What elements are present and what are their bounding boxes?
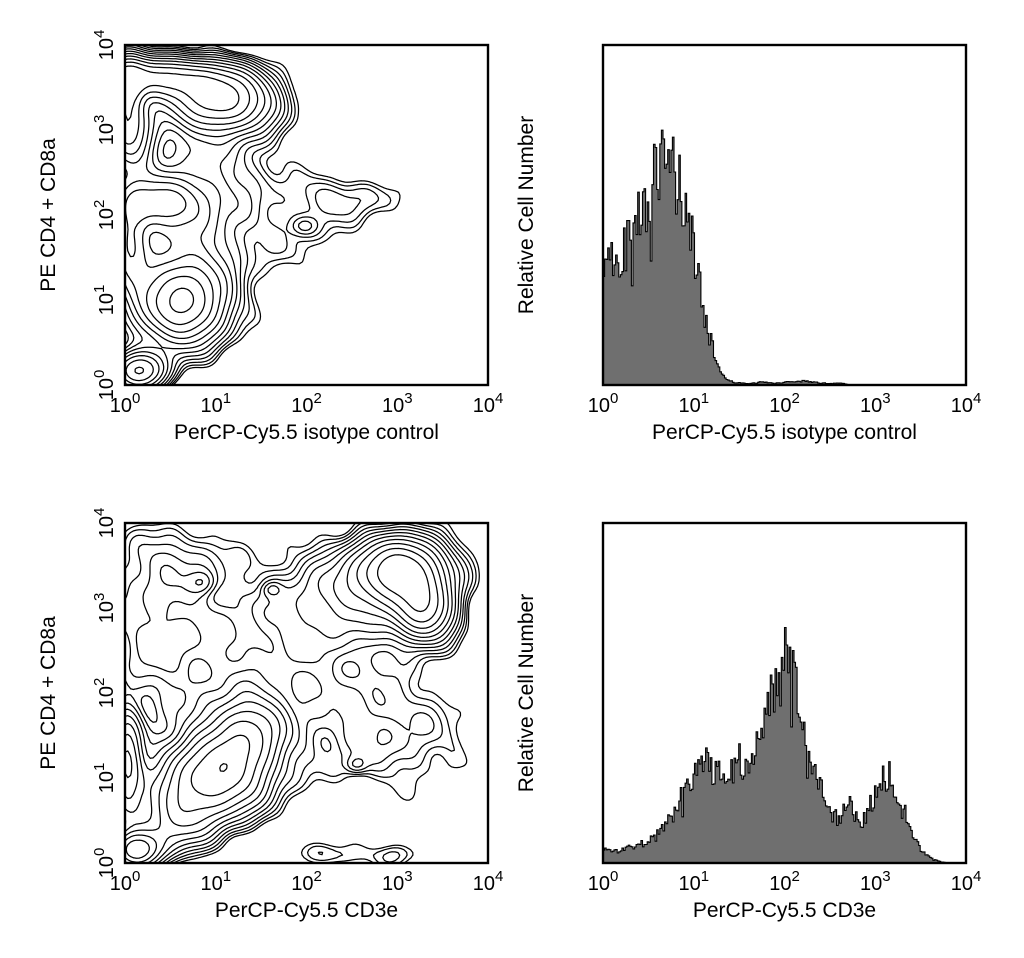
x-tick-label: 103 — [860, 868, 891, 895]
plot-frame — [601, 43, 968, 387]
y-axis-label: PE CD4 + CD8a — [37, 616, 60, 770]
y-tick-label: 103 — [91, 115, 118, 146]
y-axis-label: PE CD4 + CD8a — [37, 138, 60, 292]
y-tick-labels: 100 101 102 103 104 — [91, 508, 118, 879]
contour-lines — [124, 44, 401, 386]
histogram-fill-path — [602, 129, 966, 386]
x-tick-labels: 100 101 102 103 104 — [588, 868, 982, 895]
y-tick-label: 104 — [91, 30, 118, 61]
contour-level-line — [124, 522, 477, 864]
contour-level-line — [124, 55, 266, 385]
x-tick-label: 102 — [291, 868, 322, 895]
contour-level-line — [125, 542, 445, 859]
histogram-series — [602, 129, 966, 386]
y-tick-label: 101 — [91, 763, 118, 794]
x-tick-labels: 100 101 102 103 104 — [110, 868, 504, 895]
x-tick-label: 100 — [588, 868, 619, 895]
y-tick-label: 100 — [91, 848, 118, 879]
contour-level-line — [124, 528, 461, 864]
x-axis-label: PerCP-Cy5.5 isotype control — [174, 421, 439, 444]
x-tick-label: 100 — [588, 390, 619, 417]
y-axis-label: Relative Cell Number — [515, 594, 538, 792]
x-tick-label: 104 — [473, 868, 504, 895]
plot-frame — [123, 43, 490, 387]
x-tick-label: 102 — [291, 390, 322, 417]
x-tick-label: 104 — [951, 390, 982, 417]
x-tick-label: 104 — [951, 868, 982, 895]
contour-level-line — [152, 44, 401, 386]
contour-level-line — [124, 46, 313, 386]
y-tick-label: 103 — [91, 593, 118, 624]
contour-level-line — [124, 50, 278, 386]
contour-level-line — [124, 538, 449, 863]
contour-level-line — [124, 523, 470, 864]
x-tick-labels: 100 101 102 103 104 — [110, 390, 504, 417]
contour-level-line — [190, 547, 439, 797]
y-tick-label: 100 — [91, 370, 118, 401]
plot-frame — [601, 521, 968, 865]
x-tick-label: 103 — [382, 868, 413, 895]
y-tick-label: 102 — [91, 200, 118, 231]
x-axis-label: PerCP-Cy5.5 CD3e — [693, 899, 876, 922]
panel-contour-cd3e: 100 101 102 103 104 100 101 102 103 104 PerCP-Cy… — [37, 508, 503, 922]
contour-level-line — [124, 52, 272, 386]
contour-level-line — [124, 522, 480, 864]
plot-frame — [123, 521, 490, 865]
x-tick-label: 101 — [678, 390, 709, 417]
x-tick-label: 101 — [678, 868, 709, 895]
y-tick-label: 102 — [91, 678, 118, 709]
histogram-fill-path — [602, 626, 966, 864]
panel-contour-isotype: 100 101 102 103 104 100 101 102 103 104 PerCP-Cy… — [37, 30, 503, 444]
y-tick-labels: 100 101 102 103 104 — [91, 30, 118, 401]
x-tick-label: 103 — [382, 390, 413, 417]
x-tick-label: 102 — [769, 868, 800, 895]
y-tick-label: 104 — [91, 508, 118, 539]
contour-level-line — [124, 65, 240, 314]
contour-level-line — [124, 48, 282, 386]
contour-level-line — [124, 531, 457, 864]
contour-level-line — [124, 526, 466, 864]
contour-level-line — [124, 522, 474, 864]
y-tick-label: 101 — [91, 285, 118, 316]
x-tick-label: 102 — [769, 390, 800, 417]
contour-level-line — [124, 58, 259, 382]
contour-level-line — [124, 44, 362, 386]
histogram-series — [602, 626, 966, 864]
x-tick-label: 103 — [860, 390, 891, 417]
contour-level-line — [124, 61, 251, 375]
x-axis-label: PerCP-Cy5.5 isotype control — [652, 421, 917, 444]
contour-level-line — [124, 535, 453, 864]
x-tick-label: 101 — [200, 868, 231, 895]
x-tick-label: 101 — [200, 390, 231, 417]
contour-level-line — [219, 554, 431, 772]
contour-lines — [124, 522, 480, 864]
panel-histogram-isotype: 100 101 102 103 104 PerCP-Cy5.5 isotype cont… — [515, 43, 982, 444]
panel-histogram-cd3e: 100 101 102 103 104 PerCP-Cy5.5 CD3e Relativ… — [515, 521, 982, 922]
y-axis-label: Relative Cell Number — [515, 116, 538, 314]
x-tick-label: 104 — [473, 390, 504, 417]
x-tick-labels: 100 101 102 103 104 — [588, 390, 982, 417]
x-axis-label: PerCP-Cy5.5 CD3e — [215, 899, 398, 922]
